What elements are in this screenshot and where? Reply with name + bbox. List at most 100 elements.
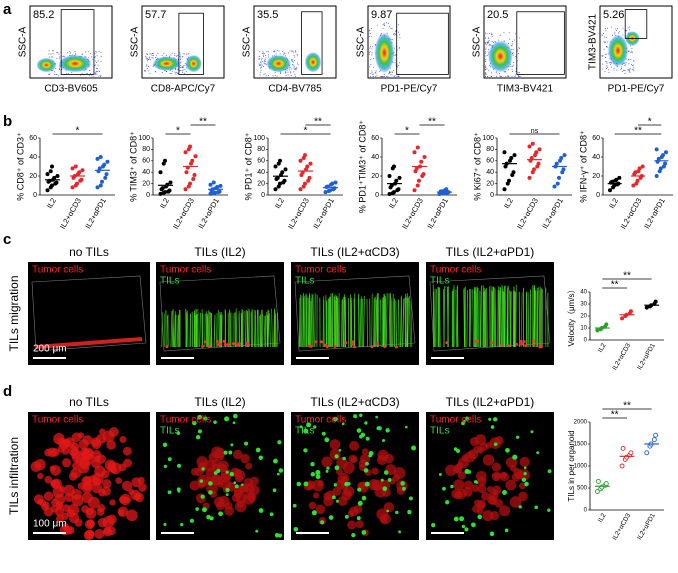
event-dot	[630, 68, 631, 69]
tumor-cell	[347, 520, 356, 529]
event-dot	[623, 28, 624, 29]
y-tick-label: 40	[580, 290, 587, 296]
til-streak	[248, 314, 249, 347]
event-dot	[290, 50, 291, 51]
event-dot	[278, 50, 279, 51]
category-label: IL2	[597, 342, 608, 354]
data-dot	[46, 172, 50, 176]
y-tick-label: 40	[371, 154, 379, 161]
gate-percent: 9.87	[371, 9, 392, 21]
data-dot	[80, 178, 84, 182]
event-dot	[485, 56, 486, 57]
event-dot	[485, 33, 486, 34]
event-dot	[608, 69, 609, 70]
tumor-cell	[119, 496, 127, 504]
til-streak	[190, 313, 191, 347]
panel-letter: b	[3, 113, 12, 130]
data-dot	[397, 187, 401, 191]
category-label: IL2+αPD1	[636, 342, 657, 371]
event-dot	[398, 76, 399, 77]
event-dot	[146, 65, 147, 66]
til-cell	[224, 416, 229, 421]
event-dot	[180, 59, 181, 60]
event-dot	[621, 68, 622, 69]
data-dot	[185, 170, 189, 174]
data-dot	[334, 180, 338, 184]
til-cell	[163, 443, 167, 447]
event-dot	[610, 64, 611, 65]
til-cell	[381, 479, 384, 482]
til-cell	[456, 449, 460, 453]
til-cell	[180, 523, 183, 526]
channel-label: TILs	[160, 426, 179, 437]
event-dot	[490, 66, 491, 67]
panel-letter: a	[3, 1, 12, 18]
y-axis-label: TIM3-BV421	[588, 13, 599, 70]
tumor-spot	[376, 343, 379, 346]
tumor-cell	[225, 502, 233, 510]
event-dot	[371, 55, 372, 56]
event-dot	[174, 53, 175, 54]
til-cell	[505, 448, 510, 453]
event-dot	[383, 24, 384, 25]
til-streak	[398, 300, 399, 347]
event-dot	[66, 73, 67, 74]
til-streak	[358, 294, 359, 347]
category-label: IL2	[45, 196, 58, 210]
tumor-spot	[533, 344, 536, 347]
tumor-cell	[378, 450, 389, 461]
event-dot	[395, 55, 396, 56]
event-dot	[172, 71, 173, 72]
event-dot	[298, 64, 299, 65]
event-dot	[163, 53, 164, 54]
event-dot	[624, 63, 625, 64]
event-dot	[85, 52, 86, 53]
til-cell	[273, 459, 278, 464]
event-dot	[485, 59, 486, 60]
panel-letter: d	[3, 383, 12, 400]
event-dot	[184, 69, 185, 70]
event-dot	[155, 71, 156, 72]
image-title: TILs (IL2)	[194, 395, 245, 409]
event-dot	[186, 54, 187, 55]
y-tick-label: 60	[142, 158, 150, 165]
event-dot	[98, 65, 99, 66]
til-cell	[519, 505, 522, 508]
til-streak	[381, 299, 382, 347]
data-dot	[655, 174, 659, 178]
event-dot	[620, 69, 621, 70]
event-dot	[512, 66, 513, 67]
y-tick-label: 80	[142, 146, 150, 153]
event-dot	[277, 76, 278, 77]
event-dot	[180, 55, 181, 56]
event-dot	[282, 51, 283, 52]
data-dot	[274, 165, 278, 169]
event-dot	[397, 76, 398, 77]
event-dot	[514, 76, 515, 77]
y-tick-label: 40	[592, 154, 600, 161]
event-dot	[394, 76, 395, 77]
event-dot	[184, 65, 185, 66]
event-dot	[512, 71, 513, 72]
event-dot	[179, 53, 180, 54]
event-dot	[625, 64, 626, 65]
channel-label: TILs	[160, 276, 179, 287]
til-cell	[177, 464, 181, 468]
tumor-cell	[218, 453, 225, 460]
event-dot	[485, 65, 486, 66]
til-cell	[228, 451, 232, 455]
event-dot	[184, 53, 185, 54]
til-cell	[490, 532, 495, 537]
y-tick-label: 10	[580, 326, 587, 332]
tumor-cell	[445, 465, 456, 476]
til-cell	[235, 484, 239, 488]
y-axis-label: TILs in per organoid	[567, 430, 576, 501]
density-blob	[266, 55, 291, 72]
event-dot	[389, 71, 390, 72]
event-dot	[146, 57, 147, 58]
event-dot	[262, 61, 263, 62]
tumor-cell	[483, 454, 494, 465]
event-dot	[166, 55, 167, 56]
til-cell	[459, 516, 464, 521]
data-dot	[388, 174, 392, 178]
